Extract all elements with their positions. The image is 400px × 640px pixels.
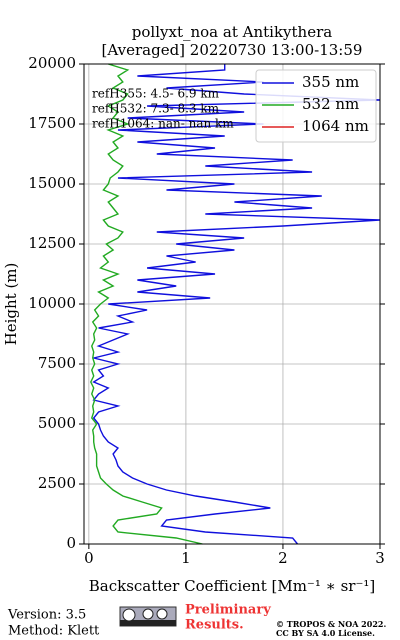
y-tick-label: 10000 bbox=[28, 294, 76, 312]
x-axis-label: Backscatter Coefficient [Mm⁻¹ ∗ sr⁻¹] bbox=[89, 577, 376, 595]
legend-box bbox=[255, 69, 377, 143]
y-tick-label: 2500 bbox=[38, 474, 76, 492]
y-axis-label: Height (m) bbox=[2, 263, 20, 346]
version: Version: 3.5 bbox=[7, 608, 86, 623]
legend: 355 nm 532 nm 1064 nm bbox=[255, 69, 377, 143]
copyright: © TROPOS & NOA 2022. bbox=[276, 619, 386, 629]
legend-label: 532 nm bbox=[302, 95, 359, 113]
x-tick-label: 0 bbox=[84, 549, 94, 567]
x-tick-label: 3 bbox=[375, 549, 385, 567]
annotation: refH355: 4.5- 6.9 km bbox=[92, 87, 220, 101]
y-tick-label: 20000 bbox=[28, 54, 76, 72]
annotation: refH1064: nan- nan km bbox=[92, 117, 234, 131]
chart-title: pollyxt_noa at Antikythera bbox=[132, 23, 332, 41]
copyright: CC BY SA 4.0 License. bbox=[276, 628, 375, 638]
y-tick-label: 15000 bbox=[28, 174, 76, 192]
x-tick-label: 1 bbox=[181, 549, 191, 567]
method: Method: Klett bbox=[8, 624, 100, 639]
profile-line bbox=[90, 63, 203, 545]
y-tick-label: 0 bbox=[66, 534, 76, 552]
x-tick-label: 2 bbox=[278, 549, 288, 567]
y-tick-label: 12500 bbox=[28, 234, 76, 252]
cc-badge bbox=[119, 606, 177, 627]
profile-line bbox=[92, 64, 381, 545]
chart-subtitle: [Averaged] 20220730 13:00-13:59 bbox=[102, 41, 363, 59]
y-tick-label: 7500 bbox=[38, 354, 76, 372]
y-tick-label: 5000 bbox=[38, 414, 76, 432]
notice: Preliminary bbox=[185, 603, 271, 618]
legend-label: 355 nm bbox=[302, 73, 359, 91]
legend-label: 1064 nm bbox=[302, 117, 369, 135]
notice: Results. bbox=[185, 618, 244, 633]
y-tick-label: 17500 bbox=[28, 114, 76, 132]
annotation: refH532: 7.3- 8.3 km bbox=[92, 102, 220, 116]
